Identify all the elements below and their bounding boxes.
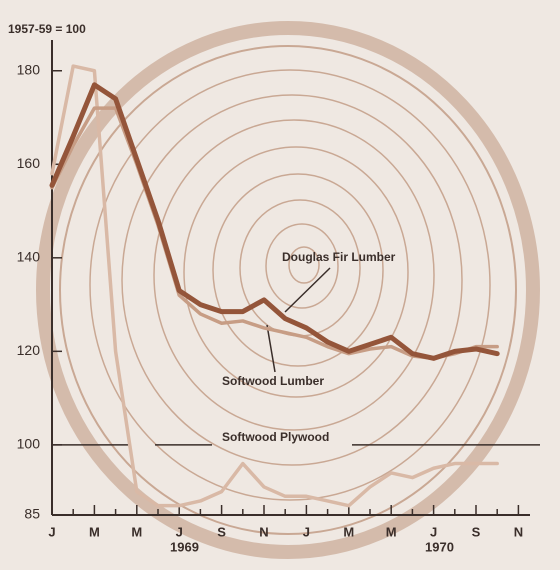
annotation: Douglas Fir Lumber — [282, 250, 396, 264]
y-tick-label: 100 — [17, 436, 41, 452]
x-tick-label: N — [514, 524, 523, 539]
y-tick-label: 180 — [17, 61, 41, 77]
y-tick-label: 140 — [17, 249, 41, 265]
y-tick-label: 85 — [24, 506, 40, 522]
year-label: 1970 — [425, 539, 454, 554]
y-axis-label: 1957-59 = 100 — [8, 22, 86, 36]
page: {"chart_data": {"type": "line", "y_label… — [0, 0, 560, 570]
y-tick-label: 120 — [17, 342, 41, 358]
series-line — [52, 108, 497, 358]
x-tick-label: S — [472, 524, 481, 539]
x-tick-label: J — [48, 524, 55, 539]
x-tick-label: J — [176, 524, 183, 539]
x-tick-label: J — [430, 524, 437, 539]
x-tick-label: N — [259, 524, 268, 539]
x-tick-label: M — [343, 524, 354, 539]
y-tick-label: 160 — [17, 155, 41, 171]
x-tick-label: J — [303, 524, 310, 539]
chart: 1957-59 = 100 1969 1970 Douglas Fir Lumb… — [0, 0, 560, 570]
x-tick-label: M — [386, 524, 397, 539]
annotation: Softwood Plywood — [222, 430, 329, 444]
x-tick-label: S — [217, 524, 226, 539]
year-label: 1969 — [170, 539, 199, 554]
leader-line — [267, 325, 275, 372]
x-tick-label: M — [131, 524, 142, 539]
x-tick-label: M — [89, 524, 100, 539]
annotation: Softwood Lumber — [222, 374, 324, 388]
